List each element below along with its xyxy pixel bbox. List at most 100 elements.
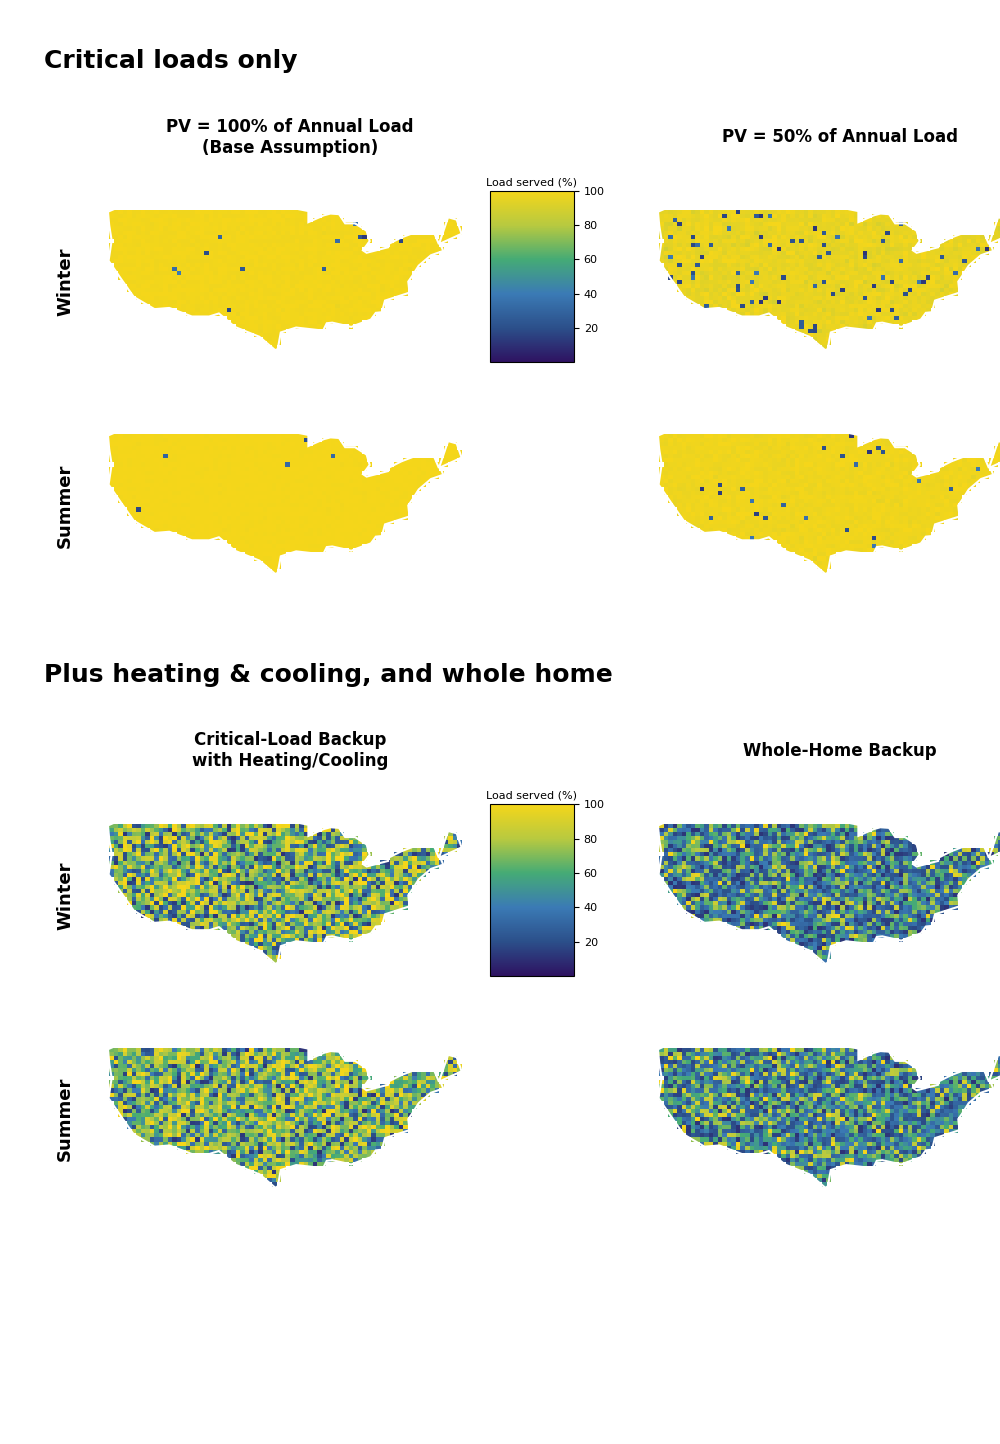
Bar	[299, 462, 304, 466]
Bar	[317, 280, 322, 283]
Bar	[826, 222, 831, 227]
Bar	[845, 939, 849, 943]
Bar	[308, 504, 313, 507]
Bar	[899, 305, 903, 308]
Bar	[899, 1158, 903, 1162]
Bar	[439, 848, 444, 852]
Bar	[118, 446, 123, 451]
Bar	[740, 1089, 745, 1093]
Bar	[245, 861, 249, 865]
Bar	[935, 877, 940, 881]
Bar	[799, 328, 804, 332]
Bar	[854, 300, 858, 305]
Bar	[448, 1069, 453, 1071]
Bar	[123, 276, 127, 280]
Bar	[754, 238, 759, 243]
Bar	[272, 877, 277, 881]
Bar	[845, 1129, 849, 1134]
Bar	[254, 881, 258, 885]
Bar	[704, 218, 709, 222]
Bar	[209, 823, 213, 827]
Bar	[881, 877, 885, 881]
Bar	[926, 1125, 931, 1129]
Bar	[263, 328, 267, 332]
Bar	[677, 1113, 682, 1118]
Bar	[804, 247, 808, 251]
Bar	[299, 861, 304, 865]
Bar	[245, 1051, 249, 1056]
Bar	[713, 1084, 718, 1089]
Bar	[227, 897, 231, 901]
Bar	[745, 520, 750, 524]
Bar	[136, 243, 141, 247]
Bar	[831, 1076, 836, 1080]
Bar	[903, 1100, 908, 1105]
Bar	[826, 218, 831, 222]
Bar	[335, 926, 340, 930]
Bar	[890, 848, 894, 852]
Bar	[795, 836, 799, 840]
Bar	[817, 504, 822, 507]
Bar	[727, 511, 732, 516]
Bar	[808, 328, 813, 332]
Bar	[222, 214, 227, 218]
Bar	[154, 848, 159, 852]
Bar	[740, 852, 745, 856]
Bar	[926, 258, 931, 263]
Bar	[740, 836, 745, 840]
Bar	[831, 214, 836, 218]
Bar	[695, 1096, 700, 1100]
Bar	[181, 258, 186, 263]
Bar	[872, 890, 876, 894]
Bar	[935, 471, 940, 475]
Bar	[831, 258, 836, 263]
Bar	[704, 1080, 709, 1084]
Bar	[168, 234, 172, 238]
Bar	[213, 1093, 218, 1096]
Bar	[731, 451, 736, 455]
Bar	[731, 308, 736, 312]
Bar	[822, 1109, 827, 1113]
Bar	[740, 487, 745, 491]
Bar	[145, 1105, 150, 1109]
Bar	[967, 251, 971, 256]
Bar	[240, 1071, 245, 1076]
Bar	[790, 852, 795, 856]
Bar	[831, 540, 836, 544]
Bar	[154, 890, 159, 894]
Bar	[727, 209, 732, 214]
Bar	[713, 1100, 718, 1105]
Bar	[145, 1047, 150, 1051]
Bar	[885, 827, 890, 832]
Bar	[285, 1129, 290, 1134]
Bar	[344, 1084, 349, 1089]
Bar	[114, 872, 118, 877]
Bar	[677, 845, 682, 848]
Bar	[367, 507, 372, 511]
Bar	[709, 1134, 713, 1138]
Bar	[263, 332, 267, 336]
Bar	[781, 856, 786, 861]
Bar	[299, 1149, 304, 1154]
Bar	[808, 524, 813, 529]
Bar	[876, 901, 881, 905]
Bar	[949, 280, 953, 283]
Bar	[254, 296, 258, 300]
Bar	[290, 1084, 295, 1089]
Bar	[168, 1071, 172, 1076]
Bar	[953, 852, 958, 856]
Bar	[408, 500, 412, 504]
Bar	[899, 300, 903, 305]
Bar	[344, 918, 349, 921]
Bar	[835, 823, 840, 827]
Bar	[213, 287, 218, 292]
Bar	[781, 466, 786, 471]
Bar	[127, 475, 132, 479]
Bar	[831, 1113, 836, 1118]
Bar	[691, 1064, 695, 1069]
Bar	[713, 836, 718, 840]
Bar	[150, 1084, 154, 1089]
Bar	[935, 890, 940, 894]
Bar	[367, 918, 372, 921]
Bar	[962, 256, 967, 258]
